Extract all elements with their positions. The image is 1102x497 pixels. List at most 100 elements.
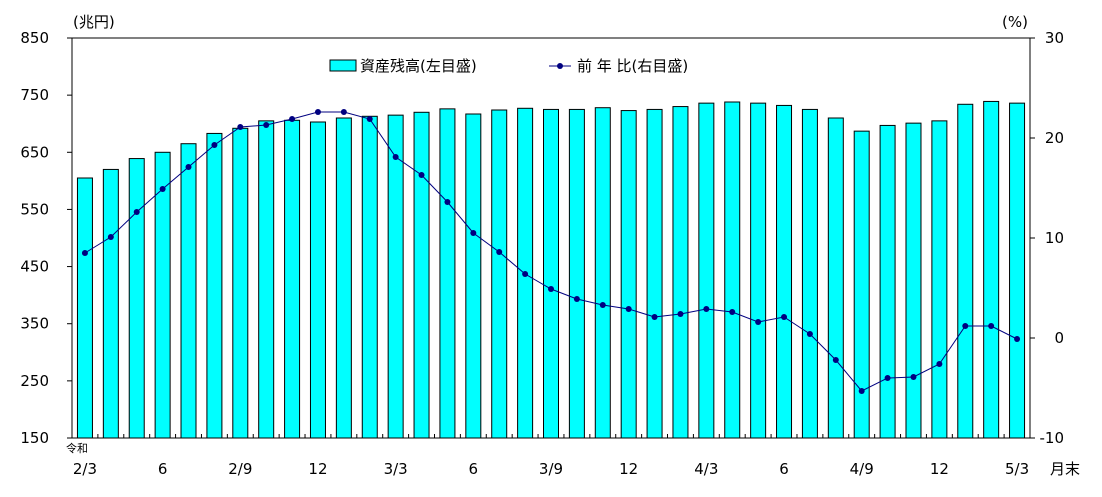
bar-0 [76,177,93,439]
yoy-point-6 [237,124,244,130]
bar-2 [128,158,145,439]
x-tick-label-3: 6 [158,460,168,478]
bar-13 [413,111,430,439]
yoy-point-19 [573,296,580,302]
x-tick-label-24: 4/3 [694,460,718,478]
right-tick-label--10: -10 [1040,429,1065,447]
x-tick-label-36: 5/3 [1005,460,1029,478]
bar-23 [672,106,689,439]
bar-28 [801,108,818,439]
left-axis-unit: (兆円) [73,13,115,31]
yoy-point-14 [444,199,451,205]
yoy-point-11 [366,116,373,122]
bar-18 [543,108,559,439]
bar-16 [491,109,508,439]
left-tick-label-650: 650 [20,143,49,161]
bar-21 [620,110,637,439]
left-tick-label-450: 450 [20,258,49,276]
bar-5 [206,132,223,439]
right-tick-label-20: 20 [1045,129,1064,147]
bar-26 [750,102,767,439]
right-tick-label-10: 10 [1045,229,1064,247]
left-tick-label-350: 350 [20,315,49,333]
left-axis-ticks: 150 250 350 450 550 650 750 850 [20,29,72,447]
x-tick-label-21: 12 [619,460,638,478]
bar-9 [309,121,326,439]
bar-24 [698,102,715,439]
x-axis-suffix: 月末 [1050,460,1080,478]
x-tick-label-27: 6 [779,460,789,478]
yoy-point-27 [781,314,788,320]
bar-33 [931,120,948,439]
bar-14 [439,108,456,439]
yoy-point-1 [107,234,114,240]
yoy-point-28 [806,331,813,337]
bar-7 [258,120,275,439]
x-tick-label-33: 12 [930,460,949,478]
bar-8 [284,119,301,439]
x-tick-label-30: 4/9 [850,460,874,478]
bar-25 [724,101,741,439]
right-tick-label-30: 30 [1045,29,1064,47]
yoy-point-23 [677,311,684,317]
bar-27 [776,104,793,439]
yoy-point-29 [832,357,839,363]
left-tick-label-150: 150 [20,429,49,447]
bar-35 [983,100,1000,439]
line-series-yoy [81,109,1021,394]
right-axis-unit: (%) [1002,13,1028,31]
yoy-point-13 [418,172,425,178]
bar-12 [387,114,404,439]
left-tick-label-250: 250 [20,372,49,390]
yoy-point-4 [185,164,192,170]
x-tick-label-9: 12 [308,460,327,478]
yoy-point-35 [988,323,995,329]
yoy-point-15 [470,230,477,236]
bar-11 [361,115,378,439]
bar-32 [905,122,922,439]
yoy-point-9 [314,109,321,115]
yoy-point-31 [884,375,891,381]
left-tick-label-750: 750 [20,86,49,104]
bar-10 [335,117,352,439]
left-tick-label-850: 850 [20,29,49,47]
bar-36 [1009,102,1026,439]
bar-20 [594,107,611,439]
yoy-point-22 [651,314,658,320]
yoy-point-32 [910,374,917,380]
bar-15 [465,113,482,439]
legend: 資産残高(左目盛) 前 年 比(右目盛) [329,57,688,75]
yoy-point-0 [81,250,88,256]
yoy-point-36 [1014,336,1021,342]
yoy-point-20 [599,302,606,308]
yoy-point-33 [936,361,943,367]
bar-29 [827,117,844,439]
yoy-point-12 [392,154,399,160]
legend-line-label: 前 年 比(右目盛) [577,57,688,75]
legend-bar-swatch [329,59,357,72]
bar-3 [154,151,171,439]
yoy-point-3 [159,186,166,192]
yoy-point-24 [703,306,710,312]
right-axis-ticks: -10 0 10 20 30 [1030,29,1064,447]
yoy-point-25 [729,309,736,315]
yoy-point-2 [133,209,140,215]
x-tick-label-0: 2/3 [73,460,97,478]
bar-6 [232,127,249,439]
bar-19 [568,108,585,439]
yoy-point-10 [340,109,347,115]
x-tick-label-6: 2/9 [228,460,252,478]
yoy-point-26 [755,319,762,325]
yoy-point-17 [522,271,529,277]
x-axis-ticks: 2/3 6 2/9 12 3/3 6 3/9 12 4/3 6 4/9 12 5/3 [73,434,1029,478]
yoy-point-16 [496,249,503,255]
yoy-point-30 [858,388,865,394]
x-tick-label-12: 3/3 [384,460,408,478]
right-tick-label-0: 0 [1054,329,1064,347]
era-label: 令和 [66,441,88,455]
bar-4 [180,143,197,439]
yoy-point-8 [289,116,296,122]
left-tick-label-550: 550 [20,200,49,218]
x-tick-label-15: 6 [469,460,479,478]
bar-22 [646,108,663,439]
